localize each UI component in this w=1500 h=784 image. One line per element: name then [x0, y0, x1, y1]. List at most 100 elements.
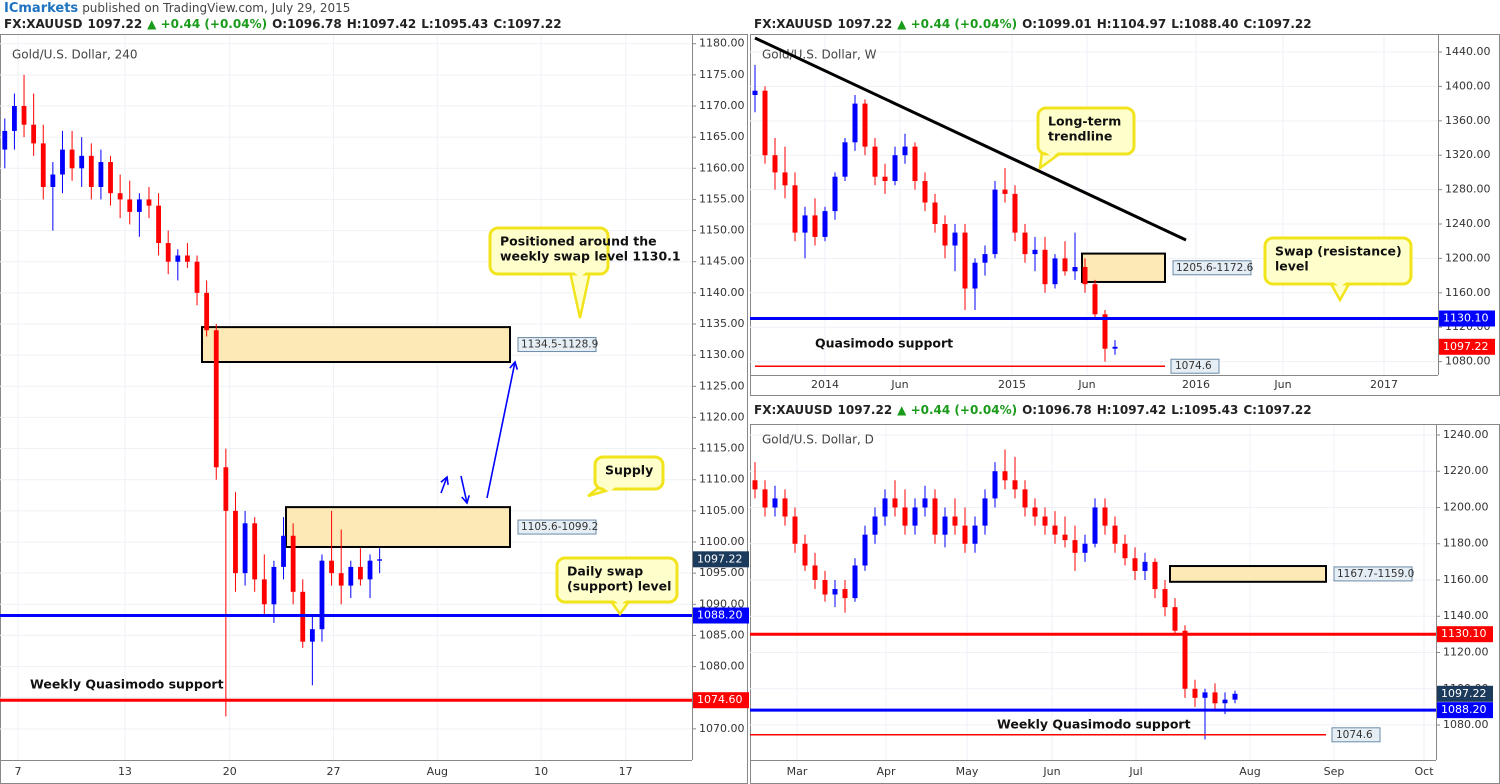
candle-body	[1092, 284, 1098, 315]
candle-body	[932, 498, 938, 535]
candle-body	[204, 292, 210, 331]
candle-body	[762, 90, 768, 156]
candle-body	[1042, 249, 1048, 285]
candle-body	[802, 215, 808, 233]
zone-label-box	[517, 337, 597, 353]
callout-text: weekly swap level 1130.1	[500, 249, 681, 264]
candle-body	[922, 498, 928, 508]
x-tick-label: Jun	[1273, 378, 1291, 391]
x-tick-label: 13	[118, 765, 132, 778]
callout-joint	[612, 599, 628, 605]
header-change: ▲ +0.44 (+0.04%)	[147, 17, 267, 31]
candle-body	[862, 534, 868, 566]
candle-body	[1152, 561, 1158, 590]
candle-body	[1052, 258, 1058, 285]
candle-body	[1122, 543, 1128, 559]
y-tick-label: 1175.00	[699, 68, 745, 81]
candle-body	[772, 498, 778, 508]
candle-body	[31, 124, 37, 144]
y-tick-label: 1200.00	[1445, 251, 1491, 264]
candle-body	[782, 172, 788, 186]
candle-body	[233, 510, 238, 574]
candle-body	[98, 162, 104, 187]
header-open: O:1096.78	[272, 17, 342, 31]
candle-body	[1092, 507, 1098, 544]
panels: 1070.001075.001080.001085.001090.001095.…	[0, 17, 1500, 784]
callout-text: (support) level	[567, 579, 671, 594]
zone	[201, 326, 511, 363]
candle-body	[1102, 507, 1108, 526]
candle-body	[982, 254, 988, 263]
candle-body	[972, 525, 978, 544]
x-tick-label: 2014	[811, 378, 839, 391]
candle-body	[1002, 471, 1008, 481]
x-tick-label: 2016	[1182, 378, 1210, 391]
x-tick-label: Sep	[1324, 765, 1345, 778]
candle-body	[1022, 232, 1028, 255]
y-tick-label: 1080.00	[1445, 355, 1491, 368]
candle-body	[872, 516, 878, 535]
candle-body	[108, 162, 113, 194]
x-tick-label: Jun	[890, 378, 908, 391]
candle-body	[1142, 561, 1148, 571]
candle-body	[752, 480, 758, 490]
candle-body	[932, 202, 938, 225]
header-price: 1097.22	[838, 17, 893, 31]
arrow	[440, 476, 448, 494]
candle-body	[942, 516, 948, 535]
y-tick-label: 1150.00	[699, 224, 745, 237]
candle-body	[1232, 693, 1238, 700]
x-tick-label: Jul	[1128, 765, 1142, 778]
candle-body	[271, 566, 277, 605]
y-tick-label: 1105.00	[699, 504, 745, 517]
candle-body	[1182, 630, 1188, 689]
candle-body	[261, 579, 267, 605]
callout-text: Supply	[605, 463, 653, 478]
candle-body	[117, 193, 123, 200]
y-tick-label: 1125.00	[699, 379, 745, 392]
candle-body	[902, 146, 908, 156]
x-tick-label: 17	[619, 765, 633, 778]
y-tick-label: 1080.00	[1443, 718, 1489, 731]
y-tick-label: 1070.00	[699, 722, 745, 735]
y-tick-label: 1180.00	[1443, 537, 1489, 550]
candle-body	[88, 155, 94, 187]
x-tick-label: 27	[327, 765, 341, 778]
header-price: 1097.22	[838, 403, 893, 417]
candle-body	[832, 176, 838, 212]
candle-body	[842, 589, 848, 599]
y-tick-label: 1280.00	[1445, 183, 1491, 196]
candle-body	[892, 498, 898, 508]
last-price-tag	[1437, 685, 1493, 702]
candle-body	[952, 516, 958, 526]
candle-body	[792, 516, 798, 544]
chart-title: Gold/U.S. Dollar, 240	[12, 48, 138, 62]
y-tick-label: 1090.00	[699, 597, 745, 610]
annotation-text: Quasimodo support	[815, 336, 953, 351]
candle-body	[50, 174, 56, 187]
x-tick-label: Aug	[1239, 765, 1260, 778]
byline-text: published on TradingView.com, July 29, 2…	[82, 1, 350, 15]
level-tag	[693, 607, 749, 624]
candle-body	[912, 146, 918, 182]
y-tick-label: 1220.00	[1443, 464, 1489, 477]
level-label: 1074.6	[1175, 360, 1212, 372]
candle-body	[377, 559, 383, 561]
header-change: ▲ +0.44 (+0.04%)	[897, 403, 1017, 417]
y-tick-label: 1080.00	[699, 660, 745, 673]
candle-body	[1162, 589, 1168, 608]
last-price-label: 1097.22	[1443, 340, 1489, 353]
level-label-box	[1170, 358, 1220, 374]
x-tick-label: 2017	[1370, 378, 1398, 391]
header-close: C:1097.22	[1243, 403, 1311, 417]
header-price: 1097.22	[88, 17, 143, 31]
candle-body	[60, 149, 65, 175]
candle-body	[832, 589, 838, 595]
candle-body	[992, 471, 998, 499]
callout-text: Daily swap	[567, 564, 643, 579]
candle-body	[175, 255, 181, 262]
candle-body	[146, 199, 152, 206]
chart-title: Gold/U.S. Dollar, W	[762, 48, 877, 62]
candle-body	[127, 199, 133, 212]
header-symbol: FX:XAUUSD	[4, 17, 83, 31]
